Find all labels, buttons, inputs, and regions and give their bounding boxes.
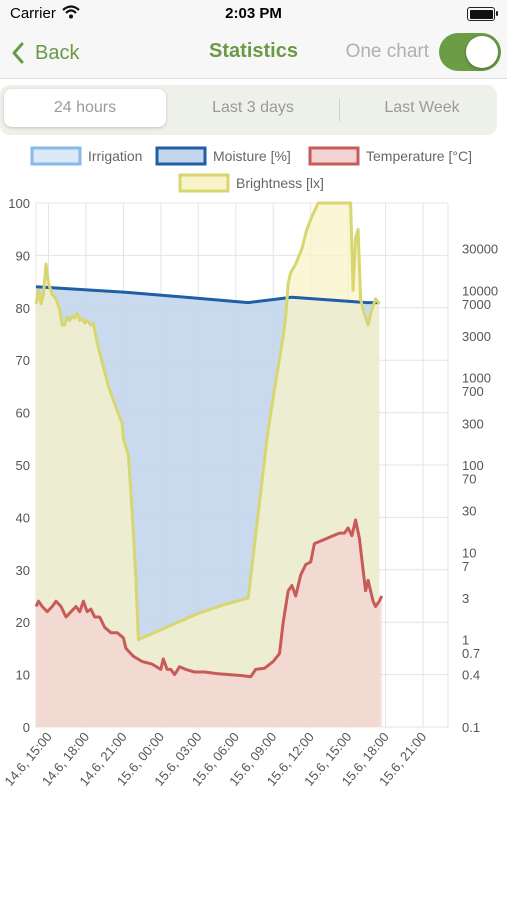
y-left-tick-label: 60 xyxy=(16,406,30,421)
status-time: 2:03 PM xyxy=(225,5,282,22)
y-left-tick-label: 0 xyxy=(23,720,30,735)
y-right-tick-label: 0.4 xyxy=(462,667,480,682)
legend-label-brightness-lx: Brightness [lx] xyxy=(236,175,324,191)
back-label: Back xyxy=(35,41,80,64)
legend-label-irrigation: Irrigation xyxy=(88,148,142,164)
series-line-brightness-lx xyxy=(34,201,381,642)
battery-icon xyxy=(467,7,498,21)
tab-last-3-days[interactable]: Last 3 days xyxy=(212,99,294,116)
one-chart-toggle[interactable] xyxy=(439,33,501,71)
y-left-tick-label: 80 xyxy=(16,301,30,316)
period-segmented-control: 24 hours Last 3 days Last Week xyxy=(0,85,497,135)
y-right-tick-label: 700 xyxy=(462,384,484,399)
legend-label-temperature-c: Temperature [°C] xyxy=(366,148,472,164)
y-right-tick-label: 30000 xyxy=(462,242,498,257)
tab-24-hours[interactable]: 24 hours xyxy=(4,89,166,127)
legend-swatch-irrigation xyxy=(30,146,82,166)
series-area-temperature-c xyxy=(36,520,382,727)
status-bar: Carrier 2:03 PM xyxy=(0,0,507,28)
legend-label-moisture: Moisture [%] xyxy=(213,148,291,164)
y-left-tick-label: 20 xyxy=(16,615,30,630)
y-right-tick-label: 70 xyxy=(462,472,476,487)
series-line-temperature-c xyxy=(34,518,384,679)
y-right-tick-label: 3 xyxy=(462,591,469,606)
y-right-tick-label: 0.1 xyxy=(462,720,480,735)
chart-areas xyxy=(36,203,382,727)
statistics-chart: Irrigation Moisture [%] Temperature [°C] Br… xyxy=(1,146,498,789)
chart-legend: Irrigation Moisture [%] Temperature [°C] Br… xyxy=(30,146,472,193)
segment-divider xyxy=(339,99,340,121)
y-right-tick-label: 30 xyxy=(462,504,476,519)
y-left-tick-label: 90 xyxy=(16,248,30,263)
one-chart-label: One chart xyxy=(345,41,429,62)
y-left-tick-label: 40 xyxy=(16,510,30,525)
chevron-left-icon xyxy=(12,42,24,64)
y-left-tick-label: 50 xyxy=(16,458,30,473)
legend-swatch-moisture xyxy=(155,146,207,166)
y-left-tick-label: 30 xyxy=(16,563,30,578)
y-right-tick-label: 7000 xyxy=(462,297,491,312)
page-title: Statistics xyxy=(209,40,298,62)
tab-last-week[interactable]: Last Week xyxy=(384,99,460,116)
legend-swatch-brightness-lx xyxy=(178,173,230,193)
y-right-tick-label: 1000 xyxy=(462,371,491,386)
y-right-tick-label: 10 xyxy=(462,545,476,560)
y-right-tick-label: 3000 xyxy=(462,329,491,344)
y-right-tick-label: 300 xyxy=(462,416,484,431)
carrier-label: Carrier xyxy=(10,5,56,22)
y-right-tick-label: 7 xyxy=(462,559,469,574)
series-line-moisture xyxy=(35,285,380,305)
nav-bar: Back Statistics One chart xyxy=(0,28,507,79)
y-left-tick-label: 100 xyxy=(8,196,30,211)
y-right-tick-label: 0.7 xyxy=(462,646,480,661)
back-button[interactable]: Back xyxy=(8,38,79,68)
chart-lines xyxy=(34,201,384,679)
legend-swatch-temperature-c xyxy=(308,146,360,166)
y-right-tick-label: 1 xyxy=(462,633,469,648)
y-left-tick-label: 10 xyxy=(16,668,30,683)
y-axis-left: 0 10 20 30 40 50 60 70 80 90 100 xyxy=(8,196,30,735)
wifi-icon xyxy=(62,5,80,19)
toggle-knob xyxy=(466,36,498,68)
y-right-tick-label: 10000 xyxy=(462,283,498,298)
y-right-tick-label: 100 xyxy=(462,458,484,473)
y-left-tick-label: 70 xyxy=(16,353,30,368)
